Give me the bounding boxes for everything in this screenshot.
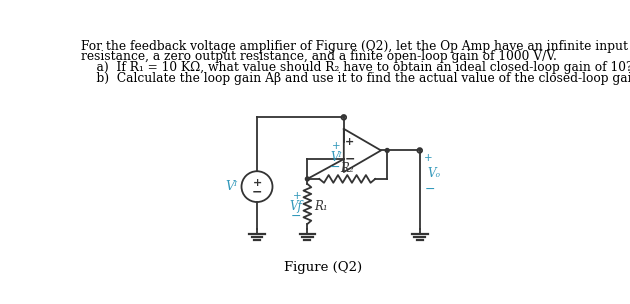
Text: Figure (Q2): Figure (Q2) [284,261,362,274]
Text: a)  If R₁ = 10 KΩ, what value should R₂ have to obtain an ideal closed-loop gain: a) If R₁ = 10 KΩ, what value should R₂ h… [81,61,630,74]
Text: −: − [252,185,262,199]
Text: +: + [332,141,341,151]
Text: +: + [253,178,261,188]
Text: +: + [292,191,301,201]
Text: R₁: R₁ [314,200,328,213]
Text: +: + [425,153,433,163]
Text: −: − [425,182,435,195]
Circle shape [306,177,309,181]
Text: Vₒ: Vₒ [428,167,440,180]
Circle shape [341,115,346,120]
Text: −: − [290,210,301,223]
Text: R₂: R₂ [340,162,354,175]
Circle shape [386,149,389,152]
Circle shape [418,148,422,153]
Text: Vᴵ: Vᴵ [331,151,342,164]
Text: −: − [345,153,355,166]
Text: Vᴵ: Vᴵ [226,180,238,193]
Text: −: − [330,161,341,174]
Text: b)  Calculate the loop gain Aβ and use it to find the actual value of the closed: b) Calculate the loop gain Aβ and use it… [81,72,630,85]
Text: Vf: Vf [290,200,303,213]
Text: +: + [345,137,355,147]
Text: resistance, a zero output resistance, and a finite open-loop gain of 1000 V/V.: resistance, a zero output resistance, an… [81,50,557,63]
Text: For the feedback voltage amplifier of Figure (Q2), let the Op Amp have an infini: For the feedback voltage amplifier of Fi… [81,40,628,53]
